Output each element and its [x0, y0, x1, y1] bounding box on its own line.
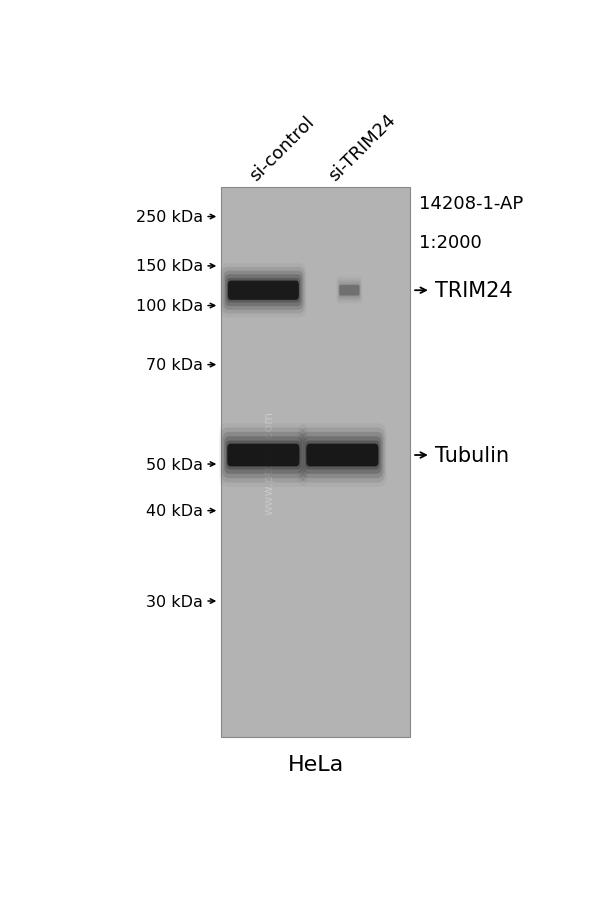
FancyBboxPatch shape: [339, 284, 360, 298]
FancyBboxPatch shape: [222, 268, 305, 314]
FancyBboxPatch shape: [306, 444, 379, 467]
Text: 50 kDa: 50 kDa: [146, 457, 203, 472]
Text: 150 kDa: 150 kDa: [136, 259, 203, 274]
FancyBboxPatch shape: [224, 437, 302, 474]
FancyBboxPatch shape: [225, 275, 302, 307]
FancyBboxPatch shape: [223, 432, 304, 479]
FancyBboxPatch shape: [223, 272, 303, 310]
Text: 70 kDa: 70 kDa: [146, 358, 203, 373]
Text: 100 kDa: 100 kDa: [136, 299, 203, 314]
Text: si-TRIM24: si-TRIM24: [325, 111, 399, 185]
FancyBboxPatch shape: [338, 282, 361, 299]
FancyBboxPatch shape: [300, 428, 385, 483]
Text: 1:2000: 1:2000: [419, 234, 482, 252]
FancyBboxPatch shape: [227, 279, 300, 303]
Bar: [221, 189, 410, 737]
FancyBboxPatch shape: [339, 286, 359, 296]
FancyBboxPatch shape: [302, 432, 383, 479]
Text: 14208-1-AP: 14208-1-AP: [419, 195, 523, 213]
Text: 250 kDa: 250 kDa: [136, 210, 203, 225]
Text: si-control: si-control: [246, 113, 318, 185]
Text: TRIM24: TRIM24: [436, 281, 513, 301]
Text: 40 kDa: 40 kDa: [146, 503, 203, 519]
Text: www.ptglab.com: www.ptglab.com: [262, 410, 275, 514]
FancyBboxPatch shape: [228, 281, 299, 300]
Text: HeLa: HeLa: [287, 754, 344, 774]
Text: Tubulin: Tubulin: [436, 446, 509, 465]
FancyBboxPatch shape: [303, 437, 382, 474]
FancyBboxPatch shape: [226, 441, 301, 470]
FancyBboxPatch shape: [227, 444, 299, 467]
FancyBboxPatch shape: [305, 441, 380, 470]
Text: 30 kDa: 30 kDa: [146, 594, 203, 609]
FancyBboxPatch shape: [221, 428, 306, 483]
